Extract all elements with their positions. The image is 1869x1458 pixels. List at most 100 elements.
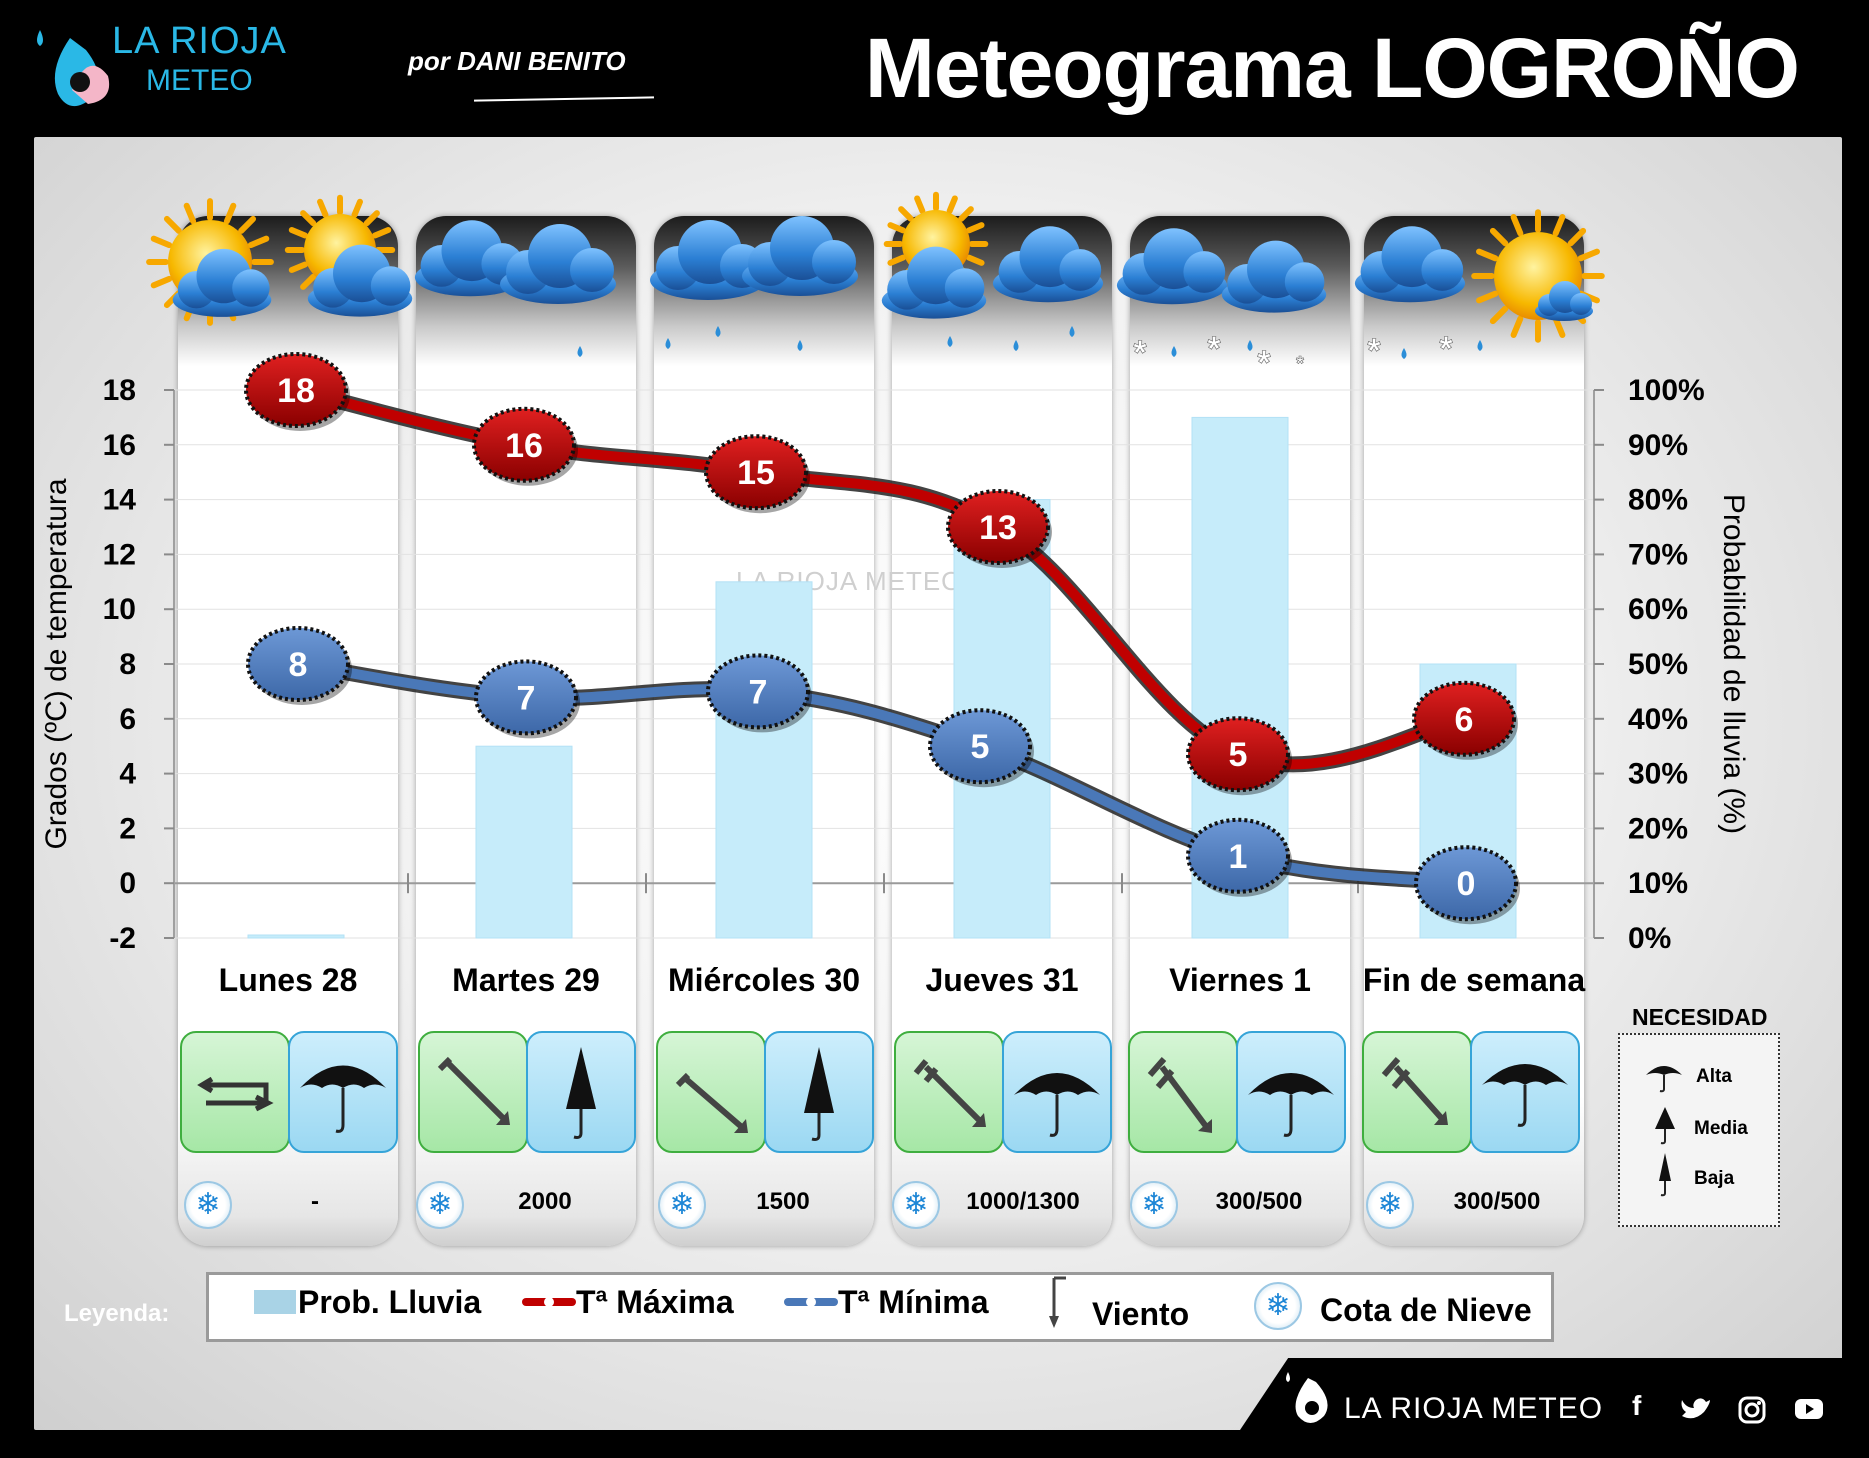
snowflake-icon: ❄: [184, 1181, 232, 1229]
footer-brand: LA RIOJA METEO: [1344, 1392, 1604, 1425]
cloud-icon: [992, 226, 1104, 303]
variable-wind-icon: [197, 1076, 274, 1112]
instagram-icon[interactable]: [1738, 1396, 1766, 1424]
wind-box: [894, 1031, 1004, 1153]
wind-arrow-icon: [437, 1056, 510, 1125]
min-temp-data-label: 1: [1229, 838, 1248, 876]
twitter-icon[interactable]: [1680, 1396, 1712, 1422]
rain-bar: [475, 745, 573, 939]
umbrella-box: [1470, 1031, 1580, 1153]
legend-rain-label: Prob. Lluvia: [298, 1284, 482, 1320]
snow-level: -: [311, 1188, 319, 1215]
necesidad-baja: Baja: [1694, 1168, 1735, 1189]
brand-name: LA RIOJA: [112, 20, 287, 62]
y-tick-label: -2: [109, 922, 136, 955]
day-label: Viernes 1: [1169, 962, 1311, 998]
cloud-icon: [742, 216, 858, 296]
necesidad-alta: Alta: [1696, 1066, 1732, 1087]
snowflake-icon: *: [1296, 353, 1304, 375]
y-tick-label: 16: [103, 429, 136, 462]
rain-drop-icon: [1401, 348, 1407, 359]
snowflake-icon: ❄: [1130, 1181, 1178, 1229]
snowflake-icon: ❄: [1254, 1282, 1302, 1330]
sun-ray: [1552, 214, 1566, 237]
cloud-part: [1059, 249, 1102, 291]
day-label: Miércoles 30: [667, 962, 861, 998]
y-right-tick-label: 90%: [1628, 429, 1688, 462]
author-credit: por DANI BENITO: [408, 46, 626, 76]
snowflake-icon: ❄: [1366, 1181, 1414, 1229]
facebook-icon[interactable]: f: [1632, 1390, 1642, 1421]
sun-ray: [887, 254, 907, 266]
rain-bar: [715, 581, 813, 939]
rain-drop-icon: [577, 346, 583, 357]
max-temp-marker: [704, 434, 808, 511]
y-right-tick-label: 20%: [1628, 812, 1688, 845]
sun-ray: [1552, 315, 1566, 338]
umbrella-open-icon: [300, 1065, 386, 1133]
day-label: Lunes 28: [218, 962, 358, 998]
min-temp-data-label: 7: [517, 679, 536, 717]
y-tick-label: 8: [119, 648, 136, 681]
snowflake-icon: ❄: [658, 1181, 706, 1229]
min-temp-marker: [706, 653, 810, 730]
y-right-tick-label: 40%: [1628, 703, 1688, 736]
y-right-tick-label: 10%: [1628, 867, 1688, 900]
cloud-part: [370, 266, 411, 306]
min-temp-marker: [1186, 817, 1290, 894]
wind-arrow-icon: [913, 1059, 986, 1127]
y-tick-label: 4: [119, 758, 136, 791]
cloud-icon: [1221, 240, 1327, 313]
cloud-part: [232, 269, 270, 307]
cloud-part: [570, 248, 614, 292]
legend-snow-label: Cota de Nieve: [1320, 1292, 1532, 1328]
wind-legend-icon: [1049, 1276, 1066, 1328]
umbrella-open-icon: [1248, 1073, 1334, 1137]
cloud-icon: [1535, 281, 1593, 321]
snow-level: 300/500: [1453, 1188, 1541, 1215]
snow-level: 2000: [518, 1188, 572, 1215]
legend-max-label: Tª Máxima: [576, 1284, 734, 1320]
y-right-axis-title: Probabilidad de lluvia (%): [1717, 494, 1750, 834]
sun-ray: [351, 198, 363, 219]
umbrella-closed-icon: [1659, 1153, 1671, 1197]
snow-level: 1500: [756, 1188, 810, 1215]
y-tick-label: 18: [103, 374, 136, 407]
day-label: Jueves 31: [925, 962, 1079, 998]
snowflake-icon: *: [1207, 330, 1221, 368]
youtube-icon[interactable]: [1794, 1398, 1824, 1422]
sun-ray: [371, 227, 392, 239]
sun-ray: [1489, 227, 1509, 247]
sun-ray: [898, 206, 914, 222]
y-tick-label: 0: [119, 867, 136, 900]
sun-ray: [1510, 214, 1524, 237]
y-tick-label: 6: [119, 703, 136, 736]
sun-ray: [150, 235, 173, 249]
sun-icon: [1471, 209, 1605, 343]
water-drop-logo-icon: [37, 30, 110, 107]
legend-min-swatch: [784, 1297, 838, 1307]
snowflake-icon: *: [1439, 330, 1453, 368]
min-temp-data-label: 7: [749, 673, 768, 711]
min-temp-marker: [1414, 845, 1518, 922]
max-temp-data-label: 15: [737, 454, 775, 492]
max-temp-marker: [472, 406, 576, 483]
rain-bar: [247, 934, 345, 939]
sun-ray: [1510, 315, 1524, 338]
min-temp-marker: [474, 659, 578, 736]
rain-drop-icon: [665, 338, 671, 349]
snowflake-icon: *: [1367, 332, 1381, 370]
max-temp-data-label: 18: [277, 372, 315, 410]
umbrella-closed-icon: [804, 1047, 834, 1141]
snowflake-icon: ❄: [892, 1181, 940, 1229]
snow-level: 1000/1300: [966, 1188, 1080, 1215]
rain-drop-icon: [1247, 340, 1253, 351]
snow-level: 300/500: [1215, 1188, 1303, 1215]
sun-ray: [163, 215, 182, 234]
umbrella-open-icon: [1014, 1073, 1100, 1137]
sun-ray: [1567, 227, 1587, 247]
sun-ray: [1476, 248, 1499, 262]
cloud-part: [1570, 293, 1592, 315]
